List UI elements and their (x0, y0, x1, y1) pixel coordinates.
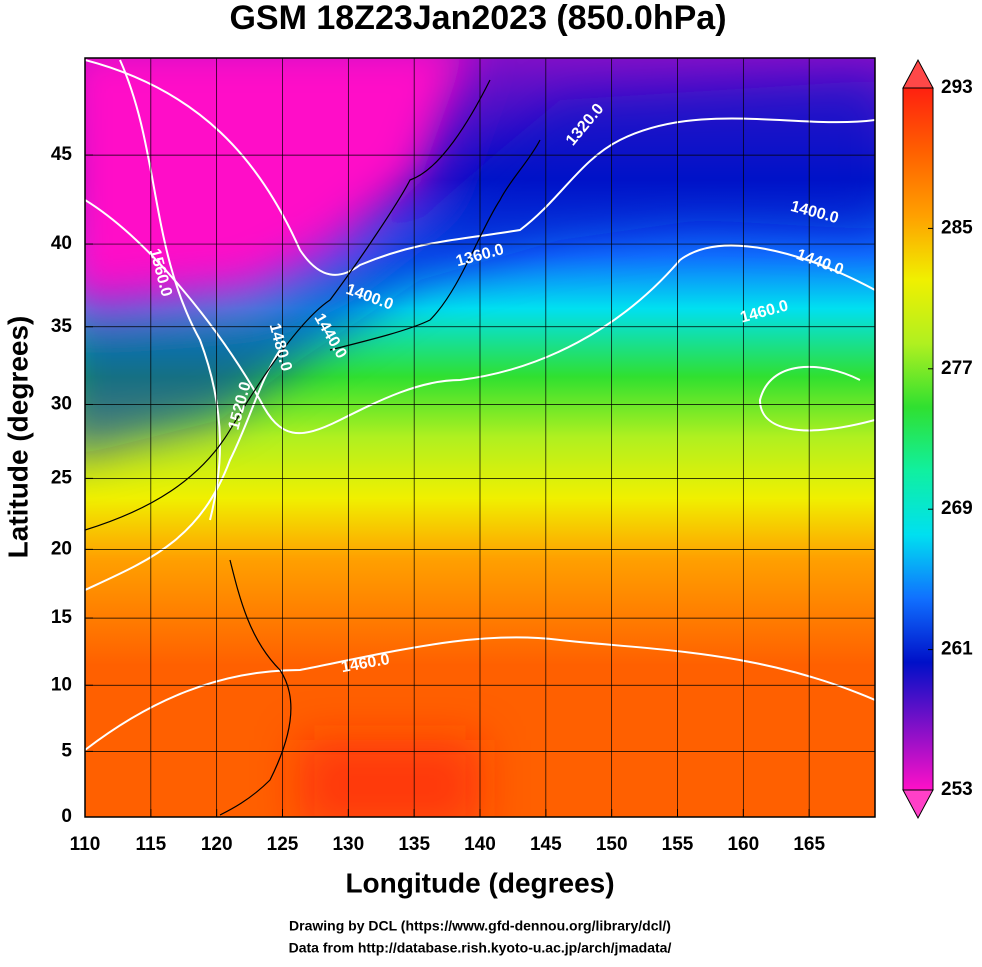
contours (85, 59, 875, 751)
y-tick-label: 5 (61, 740, 72, 761)
colorbar-tick-label: 285 (941, 217, 973, 238)
x-tick-label: 130 (332, 834, 364, 855)
chart-title: GSM 18Z23Jan2023 (850.0hPa) (229, 0, 726, 37)
y-axis-label: Latitude (degrees) (2, 316, 33, 559)
x-tick-label: 140 (464, 834, 496, 855)
colorbar-tick-label: 261 (941, 639, 973, 660)
contour-line (85, 636, 875, 751)
y-tick-label: 25 (51, 467, 73, 488)
footer-line: Data from http://database.rish.kyoto-u.a… (289, 940, 672, 956)
x-tick-label: 115 (136, 834, 167, 855)
y-tick-label: 30 (51, 393, 72, 414)
y-tick-label: 20 (51, 538, 72, 559)
footer-line: Drawing by DCL (https://www.gfd-dennou.o… (289, 918, 671, 934)
contour-line (85, 59, 875, 276)
coast (329, 139, 541, 351)
contour-line (758, 365, 875, 432)
x-tick-label: 145 (530, 834, 562, 855)
x-tick-label: 160 (727, 834, 759, 855)
colorbar-tick-label: 277 (941, 358, 973, 379)
coastline (85, 79, 541, 816)
x-tick-label: 125 (267, 834, 299, 855)
cold-region (85, 58, 464, 300)
contour-line (119, 59, 221, 521)
colorbar (902, 87, 934, 791)
y-tick-label: 10 (51, 674, 72, 695)
y-tick-label: 35 (51, 316, 73, 337)
contour-line (85, 199, 875, 434)
plot-frame (84, 57, 876, 818)
colorbar-over (902, 58, 934, 89)
y-tick-label: 45 (51, 144, 73, 165)
contour-line (85, 349, 281, 591)
x-tick-label: 110 (70, 834, 101, 855)
x-tick-label: 165 (793, 834, 825, 855)
colorbar-tick-label: 269 (941, 498, 973, 519)
x-tick-label: 120 (201, 834, 233, 855)
x-axis-label: Longitude (degrees) (345, 867, 614, 898)
coast (85, 79, 491, 531)
coast (219, 559, 292, 816)
field (85, 58, 875, 817)
colorbar-under (902, 789, 934, 820)
y-tick-label: 15 (51, 607, 73, 628)
x-tick-label: 135 (398, 834, 430, 855)
colorbar-tick-label: 293 (941, 77, 973, 98)
y-tick-label: 0 (61, 806, 72, 827)
y-tick-label: 40 (51, 233, 72, 254)
x-tick-label: 155 (662, 834, 694, 855)
warm-region (300, 740, 480, 817)
x-tick-label: 150 (596, 834, 628, 855)
colorbar-tick-label: 253 (941, 779, 973, 800)
